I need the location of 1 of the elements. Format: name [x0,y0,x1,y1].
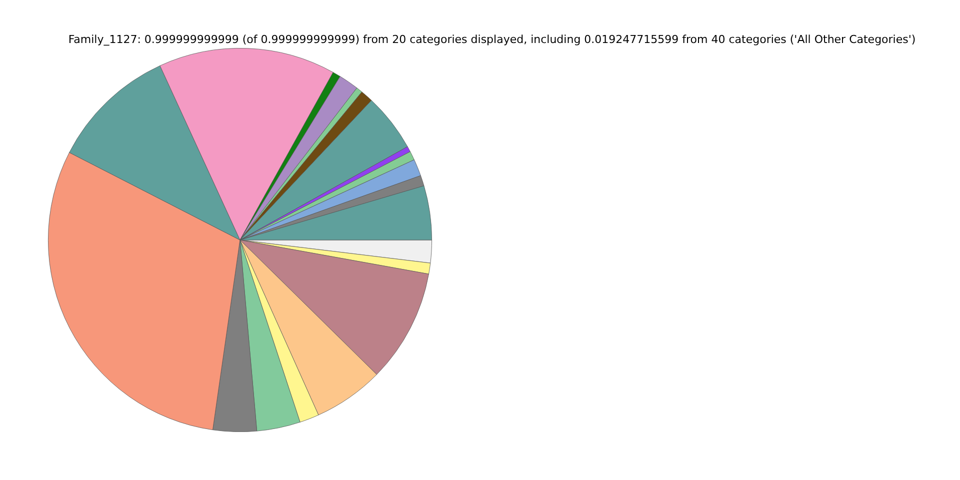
text: Family_1127: 0.999999999999 (of 0.999999999999) from 20 categories displayed, including 0.019247715599 from 40 categories ('All Other Categories') [67,33,917,46]
